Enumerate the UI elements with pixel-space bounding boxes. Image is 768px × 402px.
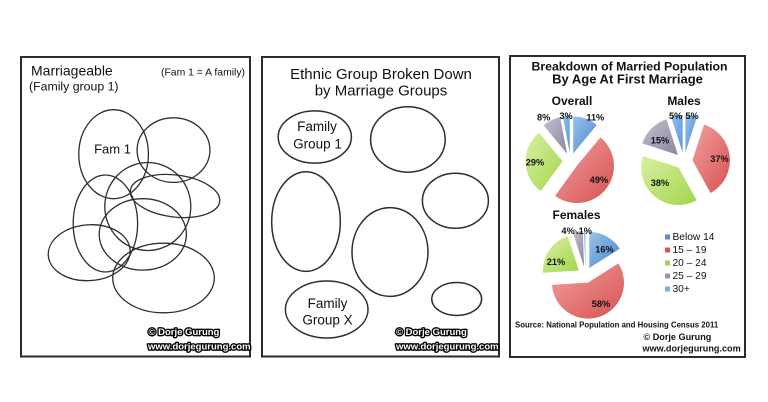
svg-text:Family: Family [297,119,337,134]
svg-text:5%: 5% [685,111,698,121]
svg-text:5%: 5% [669,111,682,121]
svg-text:www.dorjegurung.com: www.dorjegurung.com [395,342,499,353]
svg-text:© Dorje Gurung: © Dorje Gurung [396,327,467,338]
svg-text:37%: 37% [710,154,728,164]
svg-text:Family: Family [308,296,348,311]
svg-text:Fam 1: Fam 1 [94,141,131,156]
svg-text:4%: 4% [561,226,574,236]
svg-text:29%: 29% [526,158,544,168]
svg-text:8%: 8% [537,112,550,122]
svg-text:25 – 29: 25 – 29 [673,271,707,282]
svg-text:Group 1: Group 1 [293,136,342,151]
svg-text:Males: Males [667,94,701,108]
svg-text:15%: 15% [651,136,669,146]
svg-text:21%: 21% [547,257,565,267]
svg-text:Group X: Group X [302,312,352,327]
svg-text:www.dorjegurung.com: www.dorjegurung.com [642,344,741,354]
svg-text:Below 14: Below 14 [673,232,715,243]
svg-text:© Dorje Gurung: © Dorje Gurung [149,327,220,338]
svg-text:30+: 30+ [673,284,690,295]
svg-text:38%: 38% [651,178,669,188]
svg-text:by Marriage Groups: by Marriage Groups [315,83,448,100]
svg-text:Marriageable: Marriageable [31,62,113,78]
svg-text:(Family group 1): (Family group 1) [29,80,119,94]
svg-text:3%: 3% [559,111,572,121]
svg-text:11%: 11% [586,112,604,122]
svg-text:(Fam 1 = A family): (Fam 1 = A family) [161,68,245,79]
svg-text:Overall: Overall [552,94,593,108]
svg-text:Females: Females [552,208,600,222]
svg-text:.1%: .1% [576,226,592,236]
svg-text:Source: National Population an: Source: National Population and Housing … [515,321,719,330]
svg-text:© Dorje Gurung: © Dorje Gurung [644,332,712,342]
svg-text:58%: 58% [592,299,610,309]
svg-text:16%: 16% [595,245,613,255]
svg-text:20 – 24: 20 – 24 [673,258,707,269]
svg-text:By Age At First Marriage: By Age At First Marriage [552,71,703,86]
svg-text:15 – 19: 15 – 19 [673,245,707,256]
svg-text:Ethnic Group Broken Down: Ethnic Group Broken Down [290,66,472,83]
svg-text:49%: 49% [590,175,608,185]
svg-text:www.dorjegurung.com: www.dorjegurung.com [147,342,251,353]
svg-text:Breakdown of Married Populatio: Breakdown of Married Population [531,60,727,74]
